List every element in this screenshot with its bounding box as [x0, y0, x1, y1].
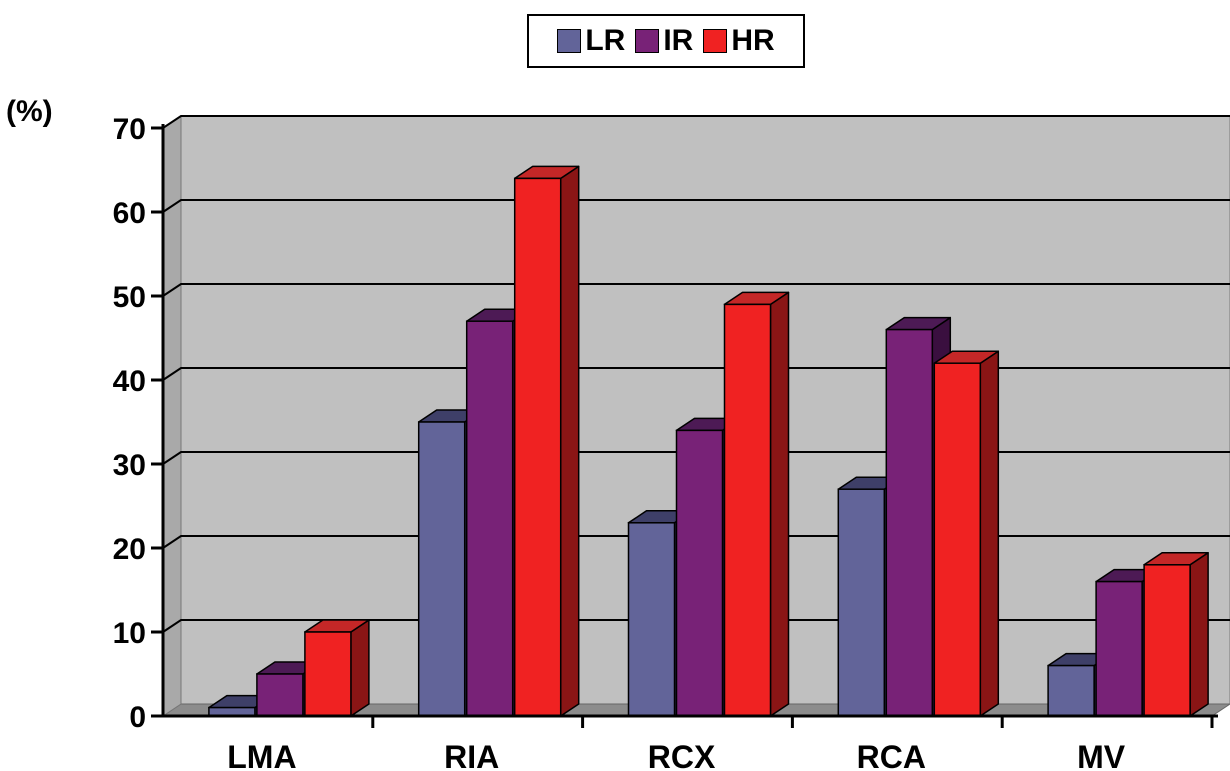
- legend-label-ir: IR: [663, 24, 694, 57]
- bar-front: [675, 429, 724, 717]
- legend-item-ir: IR: [635, 26, 693, 56]
- bar-hr-mv: [1143, 552, 1209, 717]
- y-tick-label: 30: [113, 449, 146, 482]
- y-tick-label: 40: [113, 365, 146, 398]
- y-tick-label: 50: [113, 281, 146, 314]
- bar-front: [723, 303, 772, 717]
- legend-swatch-ir: [635, 29, 660, 53]
- bar-front: [933, 362, 982, 717]
- legend: LR IR HR: [527, 14, 805, 68]
- gridline: [162, 115, 1230, 129]
- legend-item-lr: LR: [557, 26, 625, 56]
- axes: 0 10 20 30 40 50 60 70 LMA RIA RCX RCA MV: [113, 113, 1218, 771]
- bar-front: [513, 177, 562, 717]
- bar-front: [256, 673, 304, 717]
- x-tick-label: LMA: [227, 739, 296, 771]
- y-tick-label: 60: [113, 197, 146, 230]
- bars: [208, 165, 1209, 717]
- bar-side: [559, 165, 580, 717]
- gridline: [162, 199, 1230, 213]
- legend-label-hr: HR: [731, 24, 775, 57]
- bar-hr-lma: [304, 619, 370, 717]
- bar-hr-rca: [933, 350, 1000, 717]
- gridline: [162, 283, 1230, 297]
- bar-front: [1095, 580, 1143, 717]
- legend-swatch-hr: [703, 29, 728, 53]
- y-tick-label: 10: [113, 617, 146, 650]
- bar-side: [350, 619, 370, 717]
- y-tick-label: 70: [113, 113, 146, 146]
- bar-front: [1047, 664, 1095, 717]
- bar-front: [1143, 564, 1191, 717]
- gridlines: [162, 115, 1230, 633]
- y-axis-unit-label: (%): [6, 95, 53, 128]
- bar-front: [465, 320, 514, 717]
- bar-side: [979, 350, 1000, 717]
- bar-side: [1189, 552, 1209, 717]
- bar-hr-rcx: [723, 291, 790, 717]
- bar-front: [304, 631, 352, 717]
- legend-swatch-lr: [557, 29, 582, 53]
- y-tick-label: 0: [129, 701, 146, 734]
- bar-front: [837, 488, 886, 717]
- x-tick-label: MV: [1077, 739, 1126, 771]
- bar-side: [769, 291, 790, 717]
- gridline: [162, 451, 1230, 465]
- bar-hr-ria: [513, 165, 580, 717]
- bar-front: [885, 328, 934, 717]
- legend-item-hr: HR: [703, 24, 775, 57]
- legend-label-lr: LR: [585, 24, 626, 57]
- x-tick-label: RCX: [648, 739, 716, 771]
- y-tick-label: 20: [113, 533, 146, 566]
- bar-front: [627, 522, 676, 717]
- x-tick-label: RIA: [444, 739, 499, 771]
- bar-front: [417, 421, 466, 717]
- gridline: [162, 367, 1230, 381]
- x-tick-label: RCA: [857, 739, 926, 771]
